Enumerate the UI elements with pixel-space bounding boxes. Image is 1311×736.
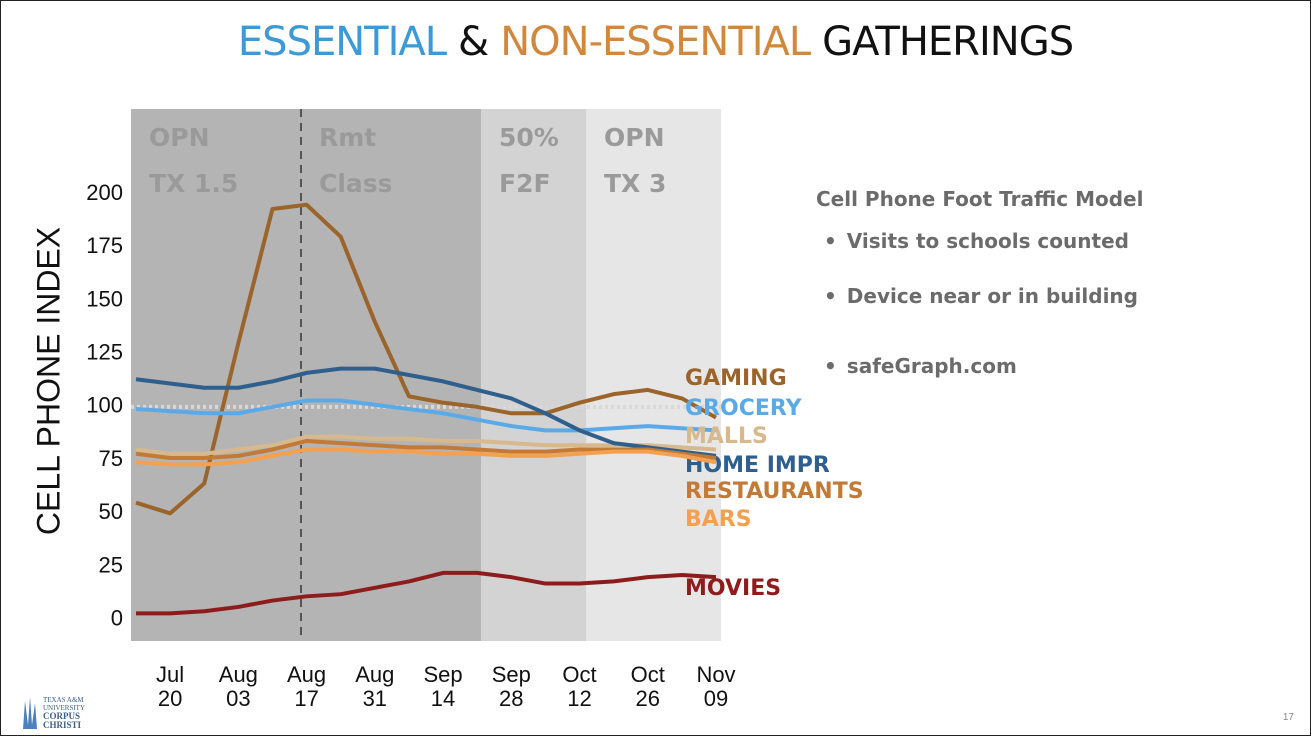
series-label: MALLS (685, 424, 768, 449)
phase-label: OPN (149, 123, 210, 152)
phase-label: F2F (499, 169, 551, 198)
bullet-text: safeGraph.com (846, 354, 1017, 378)
y-tick-label: 75 (99, 446, 123, 471)
phase-band (131, 109, 301, 641)
series-label: BARS (685, 507, 752, 532)
logo-text: TEXAS A&M UNIVERSITY CORPUS CHRISTI (43, 696, 85, 730)
bullet: • safeGraph.com (824, 354, 1017, 378)
phase-band (481, 109, 586, 641)
x-tick-label: Aug 17 (287, 662, 327, 711)
series-label: RESTAURANTS (685, 479, 864, 504)
slide-title: ESSENTIAL & NON-ESSENTIAL GATHERINGS (1, 19, 1310, 65)
title-part: NON-ESSENTIAL (500, 19, 811, 65)
y-axis-label: CELL PHONE INDEX (30, 227, 66, 535)
bullet-dot: • (824, 229, 837, 253)
series-label: GROCERY (685, 396, 803, 421)
y-tick-label: 100 (86, 393, 123, 418)
phase-label: Class (319, 169, 393, 198)
x-tick-label: Oct 26 (630, 662, 665, 711)
series-line (135, 202, 717, 516)
title-part: GATHERINGS (822, 19, 1074, 65)
phase-label: 50% (499, 123, 559, 152)
y-tick-label: 0 (111, 606, 123, 631)
x-tick-label: Jul 20 (156, 662, 185, 711)
y-tick-label: 175 (86, 233, 123, 258)
sidebar-title: Cell Phone Foot Traffic Model (816, 187, 1144, 211)
logo: TEXAS A&M UNIVERSITY CORPUS CHRISTI (21, 695, 85, 731)
logo-line: CHRISTI (43, 720, 82, 730)
x-tick-label: Aug 31 (355, 662, 395, 711)
series-line (135, 398, 717, 433)
x-tick-label: Nov 09 (696, 662, 736, 711)
series-label: GAMING (685, 366, 787, 391)
series-line (136, 570, 717, 616)
phase-band (301, 109, 481, 641)
title-part: & (458, 19, 489, 65)
logo-line: UNIVERSITY (43, 704, 85, 712)
page-number: 17 (1282, 712, 1294, 723)
bullet-dot: • (824, 354, 837, 378)
x-tick-label: Sep 28 (491, 662, 531, 711)
y-tick-label: 25 (99, 552, 123, 577)
bullet: • Visits to schools counted (824, 229, 1129, 253)
y-tick-label: 50 (99, 499, 123, 524)
phase-band (586, 109, 721, 641)
phase-label: TX 3 (604, 169, 666, 198)
series-line (135, 366, 717, 458)
phase-label: Rmt (319, 123, 376, 152)
y-tick-label: 200 (86, 180, 123, 205)
y-tick-label: 150 (86, 286, 123, 311)
x-tick-label: Aug 03 (218, 662, 258, 711)
bullet-text: Device near or in building (846, 284, 1138, 308)
phase-label: OPN (604, 123, 665, 152)
phase-label: TX 1.5 (149, 169, 238, 198)
logo-mark (23, 697, 37, 729)
bullet: • Device near or in building (824, 284, 1138, 308)
bullet-dot: • (824, 284, 837, 308)
y-tick-label: 125 (86, 340, 123, 365)
series-line (135, 438, 717, 460)
series-label: MOVIES (685, 576, 781, 601)
title-part: ESSENTIAL (237, 19, 447, 65)
logo-line: CORPUS (43, 711, 81, 721)
x-tick-label: Oct 12 (562, 662, 597, 711)
bullet-text: Visits to schools counted (846, 229, 1129, 253)
logo-line: TEXAS A&M (43, 696, 84, 704)
series-line (135, 447, 717, 467)
x-tick-label: Sep 14 (423, 662, 463, 711)
